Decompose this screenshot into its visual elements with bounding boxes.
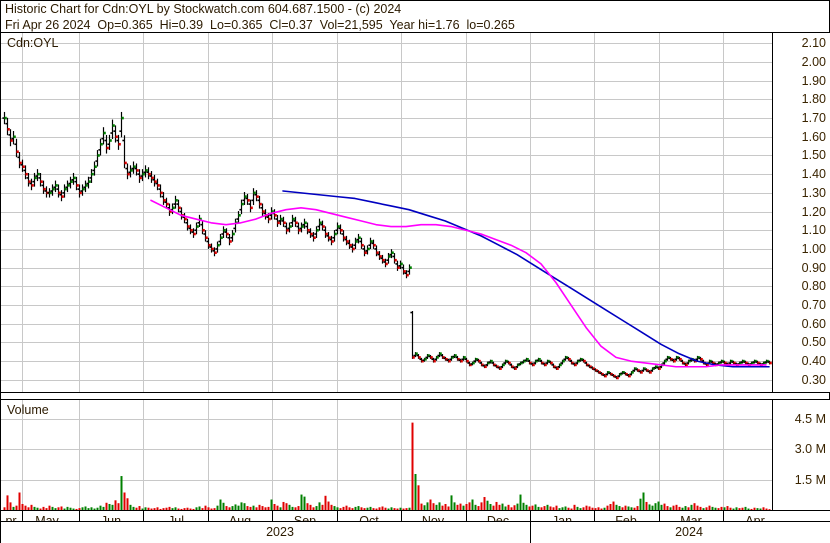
price-axis-tick: 0.50	[801, 335, 826, 349]
volume-plot	[3, 422, 771, 510]
price-axis-tick: 0.30	[801, 373, 826, 387]
year-divider	[530, 522, 531, 543]
volume-axis-tick: 4.5 M	[794, 412, 826, 426]
header-title-line: Historic Chart for Cdn:OYL by Stockwatch…	[5, 2, 402, 16]
year-axis: 2023 2024	[1, 521, 830, 543]
chart-header: Historic Chart for Cdn:OYL by Stockwatch…	[1, 1, 829, 33]
price-axis-tick: 1.80	[801, 92, 826, 106]
price-axis-tick: 0.80	[801, 279, 826, 293]
price-axis-tick: 1.90	[801, 74, 826, 88]
price-axis-tick: 1.60	[801, 130, 826, 144]
volume-chart-panel[interactable]: Volume	[1, 399, 773, 511]
price-axis-tick: 1.00	[801, 242, 826, 256]
symbol-label: Cdn:OYL	[7, 36, 59, 50]
volume-axis-tick: 1.5 M	[794, 473, 826, 487]
volume-axis-tick: 3.0 M	[794, 442, 826, 456]
price-axis-tick: 1.50	[801, 148, 826, 162]
header-quote-line: Fri Apr 26 2024 Op=0.365 Hi=0.39 Lo=0.36…	[5, 18, 515, 32]
price-axis-tick: 0.40	[801, 354, 826, 368]
price-axis-tick: 1.70	[801, 111, 826, 125]
price-gridlines	[1, 33, 772, 392]
price-axis-tick: 1.20	[801, 205, 826, 219]
price-chart-panel[interactable]: Cdn:OYL	[1, 33, 773, 393]
price-axis: 2.10 2.00 1.90 1.80 1.70 1.60 1.50 1.40 1.30 1.20…	[772, 33, 830, 393]
volume-title: Volume	[7, 403, 49, 417]
volume-gridlines	[1, 400, 772, 510]
price-axis-tick: 0.60	[801, 317, 826, 331]
year-label: 2024	[675, 525, 703, 539]
price-axis-tick: 1.30	[801, 186, 826, 200]
price-axis-tick: 1.10	[801, 223, 826, 237]
price-plot	[2, 111, 772, 380]
price-axis-tick: 0.70	[801, 298, 826, 312]
price-axis-tick: 2.10	[801, 36, 826, 50]
volume-axis: 4.5 M 3.0 M 1.5 M	[772, 399, 830, 511]
year-label: 2023	[266, 525, 294, 539]
price-axis-tick: 1.40	[801, 167, 826, 181]
price-axis-tick: 2.00	[801, 55, 826, 69]
price-axis-tick: 0.90	[801, 261, 826, 275]
